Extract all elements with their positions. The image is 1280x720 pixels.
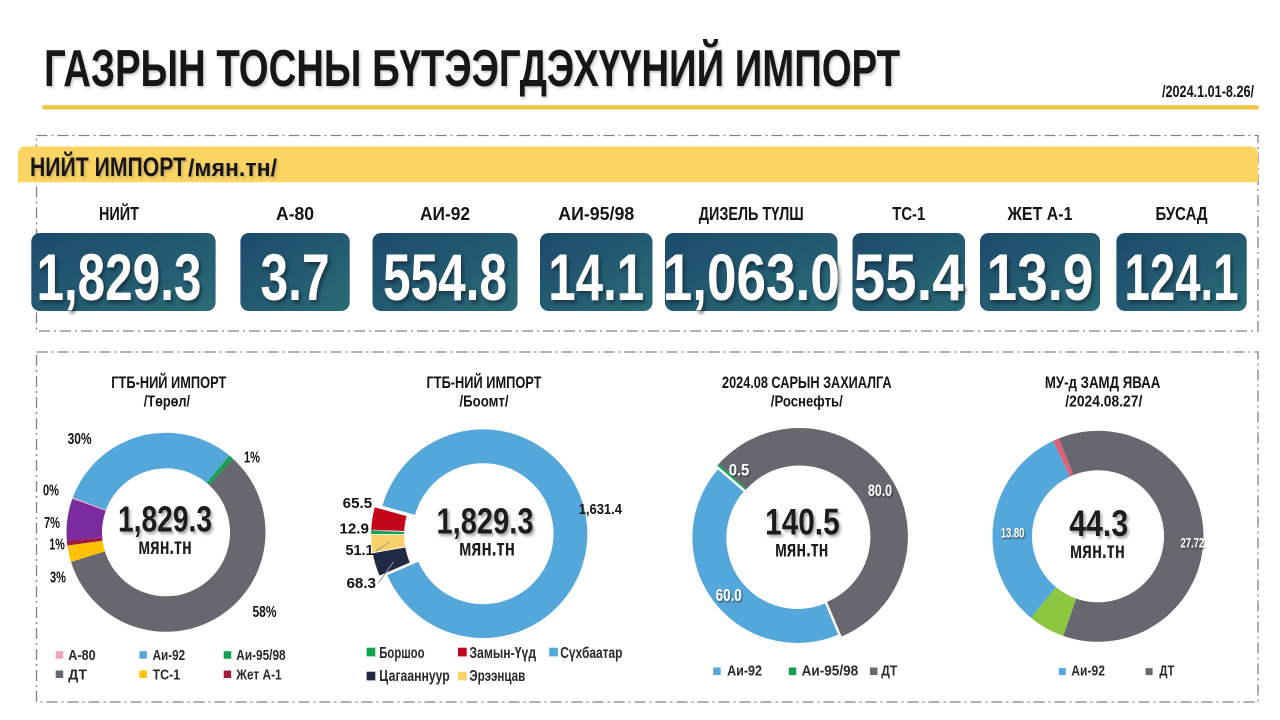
svg-text:ГТБ-НИЙ ИМПОРТ: ГТБ-НИЙ ИМПОРТ (427, 373, 542, 392)
svg-text:ДТ: ДТ (1159, 664, 1174, 680)
svg-text:3.7: 3.7 (261, 240, 330, 314)
svg-text:1,829.3: 1,829.3 (437, 501, 534, 542)
svg-text:ТС-1: ТС-1 (153, 666, 181, 683)
svg-text:ДИЗЕЛЬ ТҮЛШ: ДИЗЕЛЬ ТҮЛШ (699, 203, 804, 224)
svg-text:27.72: 27.72 (1181, 535, 1205, 551)
svg-text:/2024.1.01-8.26/: /2024.1.01-8.26/ (1162, 82, 1254, 101)
svg-text:60.0: 60.0 (716, 585, 742, 605)
svg-text:30%: 30% (68, 431, 92, 448)
svg-text:12.9: 12.9 (339, 522, 369, 538)
svg-text:мян.тн: мян.тн (138, 533, 192, 559)
svg-text:/Боомт/: /Боомт/ (460, 394, 509, 411)
svg-text:1,829.3: 1,829.3 (36, 240, 201, 314)
svg-text:65.5: 65.5 (343, 496, 373, 512)
svg-text:ЖЕТ А-1: ЖЕТ А-1 (1007, 203, 1073, 224)
svg-text:13.9: 13.9 (987, 240, 1094, 314)
svg-text:1,631.4: 1,631.4 (579, 501, 623, 518)
svg-text:14.1: 14.1 (548, 240, 644, 314)
svg-text:1,829.3: 1,829.3 (118, 499, 212, 540)
svg-text:ГТБ-НИЙ ИМПОРТ: ГТБ-НИЙ ИМПОРТ (111, 373, 226, 392)
svg-text:/мян.тн/: /мян.тн/ (188, 155, 277, 182)
svg-text:124.1: 124.1 (1125, 240, 1239, 314)
svg-text:1%: 1% (244, 450, 260, 467)
svg-text:АИ-95/98: АИ-95/98 (558, 203, 634, 224)
svg-text:2024.08 САРЫН ЗАХИАЛГА: 2024.08 САРЫН ЗАХИАЛГА (722, 373, 892, 392)
svg-text:Аи-92: Аи-92 (1071, 664, 1105, 680)
svg-text:Боршоо: Боршоо (379, 645, 424, 662)
svg-text:Аи-92: Аи-92 (727, 664, 762, 680)
svg-text:/Роснефть/: /Роснефть/ (771, 394, 843, 411)
svg-text:Аи-92: Аи-92 (153, 647, 186, 664)
svg-text:Сүхбаатар: Сүхбаатар (560, 645, 622, 662)
svg-text:НИЙТ ИМПОРТ: НИЙТ ИМПОРТ (30, 151, 186, 182)
svg-text:ГАЗРЫН ТОСНЫ БҮТЭЭГДЭХҮҮНИЙ ИМ: ГАЗРЫН ТОСНЫ БҮТЭЭГДЭХҮҮНИЙ ИМПОРТ (44, 39, 900, 98)
svg-text:А-80: А-80 (68, 647, 95, 664)
svg-text:мян.тн: мян.тн (1070, 537, 1125, 563)
svg-text:ДТ: ДТ (68, 666, 87, 683)
svg-text:/2024.08.27/: /2024.08.27/ (1065, 394, 1142, 411)
svg-text:1%: 1% (49, 536, 65, 553)
svg-text:0.5: 0.5 (729, 461, 750, 480)
svg-text:мян.тн: мян.тн (775, 536, 829, 562)
svg-text:0%: 0% (43, 483, 59, 500)
svg-text:ТС-1: ТС-1 (892, 203, 925, 224)
svg-text:Жет А-1: Жет А-1 (236, 666, 282, 683)
svg-text:ДТ: ДТ (881, 664, 897, 680)
svg-text:МУ-д ЗАМД ЯВАА: МУ-д ЗАМД ЯВАА (1045, 373, 1161, 392)
svg-text:Цагааннуур: Цагааннуур (379, 668, 450, 685)
svg-text:1,063.0: 1,063.0 (663, 240, 840, 314)
svg-text:мян.тн: мян.тн (459, 535, 515, 561)
svg-text:80.0: 80.0 (868, 481, 892, 500)
svg-text:Эрээнцав: Эрээнцав (469, 668, 525, 685)
svg-text:7%: 7% (44, 515, 60, 532)
svg-text:55.4: 55.4 (854, 240, 964, 314)
svg-text:Замын-Үүд: Замын-Үүд (469, 645, 536, 662)
svg-text:Аи-95/98: Аи-95/98 (802, 664, 859, 680)
svg-text:68.3: 68.3 (347, 576, 377, 592)
svg-text:58%: 58% (253, 604, 277, 621)
svg-text:13.80: 13.80 (1001, 525, 1025, 541)
svg-text:БУСАД: БУСАД (1156, 203, 1208, 224)
svg-text:51.1: 51.1 (346, 543, 374, 559)
svg-text:554.8: 554.8 (383, 240, 507, 314)
svg-text:44.3: 44.3 (1069, 503, 1128, 544)
svg-text:3%: 3% (50, 569, 66, 586)
svg-text:НИЙТ: НИЙТ (99, 203, 140, 224)
svg-text:АИ-92: АИ-92 (420, 203, 470, 224)
svg-text:140.5: 140.5 (765, 501, 840, 542)
svg-text:/Төрөл/: /Төрөл/ (144, 394, 191, 411)
svg-text:Аи-95/98: Аи-95/98 (236, 647, 285, 664)
svg-text:А-80: А-80 (276, 203, 314, 224)
